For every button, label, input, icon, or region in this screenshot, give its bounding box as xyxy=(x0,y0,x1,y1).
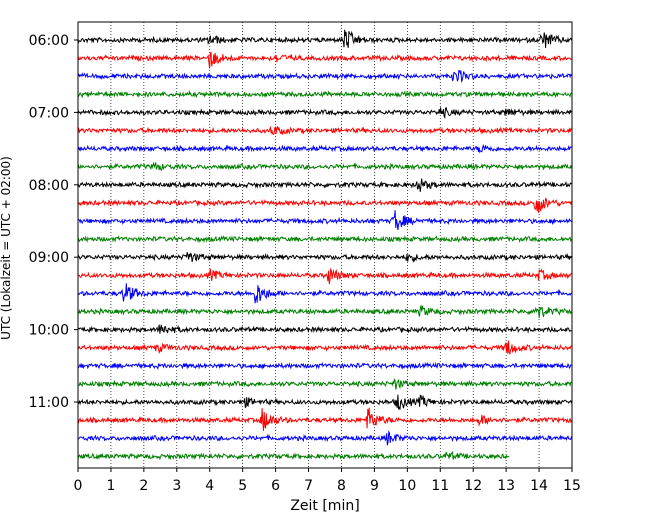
y-tick-label: 09:00 xyxy=(29,250,69,266)
trace-1030 xyxy=(77,361,572,370)
y-tick-label: 11:00 xyxy=(29,395,69,411)
y-axis: 06:00 07:00 08:00 09:00 10:00 11:00 xyxy=(29,33,78,411)
y-tick-label: 08:00 xyxy=(29,178,69,194)
trace-0700 xyxy=(77,107,572,120)
trace-0845 xyxy=(77,234,572,244)
trace-0630 xyxy=(77,69,572,84)
y-tick-label: 07:00 xyxy=(29,105,69,121)
trace-1015 xyxy=(77,340,572,356)
trace-0945 xyxy=(77,304,572,318)
trace-0830 xyxy=(77,210,572,231)
x-tick-label: 1 xyxy=(106,478,115,494)
trace-0900 xyxy=(77,252,572,263)
x-tick-label: 5 xyxy=(238,478,247,494)
grid-lines xyxy=(110,22,540,468)
x-tick-label: 6 xyxy=(271,478,280,494)
trace-0600 xyxy=(77,29,572,49)
x-tick-label: 2 xyxy=(139,478,148,494)
trace-0730 xyxy=(77,144,572,154)
trace-1000 xyxy=(77,324,572,334)
x-tick-label: 0 xyxy=(74,478,83,494)
x-tick-label: 8 xyxy=(337,478,346,494)
trace-0930 xyxy=(77,283,572,304)
trace-0615 xyxy=(77,51,572,69)
x-axis: 0 1 2 3 4 5 6 7 8 9 10 11 12 13 14 15 xyxy=(74,468,581,494)
trace-0745 xyxy=(77,161,572,172)
x-tick-label: 13 xyxy=(497,478,515,494)
x-tick-label: 14 xyxy=(530,478,548,494)
plot-frame xyxy=(77,21,573,469)
x-tick-label: 9 xyxy=(370,478,379,494)
x-tick-label: 7 xyxy=(304,478,313,494)
x-tick-label: 15 xyxy=(563,478,581,494)
trace-1100 xyxy=(77,394,572,411)
y-tick-label: 06:00 xyxy=(29,33,69,49)
x-tick-label: 10 xyxy=(398,478,416,494)
trace-0915 xyxy=(77,267,572,285)
x-axis-label: Zeit [min] xyxy=(290,498,359,514)
y-axis-label: UTC (Lokalzeit = UTC + 02:00) xyxy=(0,156,13,340)
x-tick-label: 12 xyxy=(464,478,482,494)
trace-1130 xyxy=(77,430,572,446)
x-tick-label: 4 xyxy=(205,478,214,494)
y-tick-label: 10:00 xyxy=(29,323,69,339)
trace-0815 xyxy=(78,197,572,213)
x-tick-label: 3 xyxy=(172,478,181,494)
trace-1045 xyxy=(77,378,572,390)
trace-0645 xyxy=(77,89,572,99)
trace-1145 xyxy=(77,450,510,461)
trace-group xyxy=(77,29,572,461)
trace-0800 xyxy=(77,178,572,192)
trace-1115 xyxy=(77,407,572,431)
x-tick-label: 11 xyxy=(431,478,449,494)
trace-0715 xyxy=(77,125,572,136)
